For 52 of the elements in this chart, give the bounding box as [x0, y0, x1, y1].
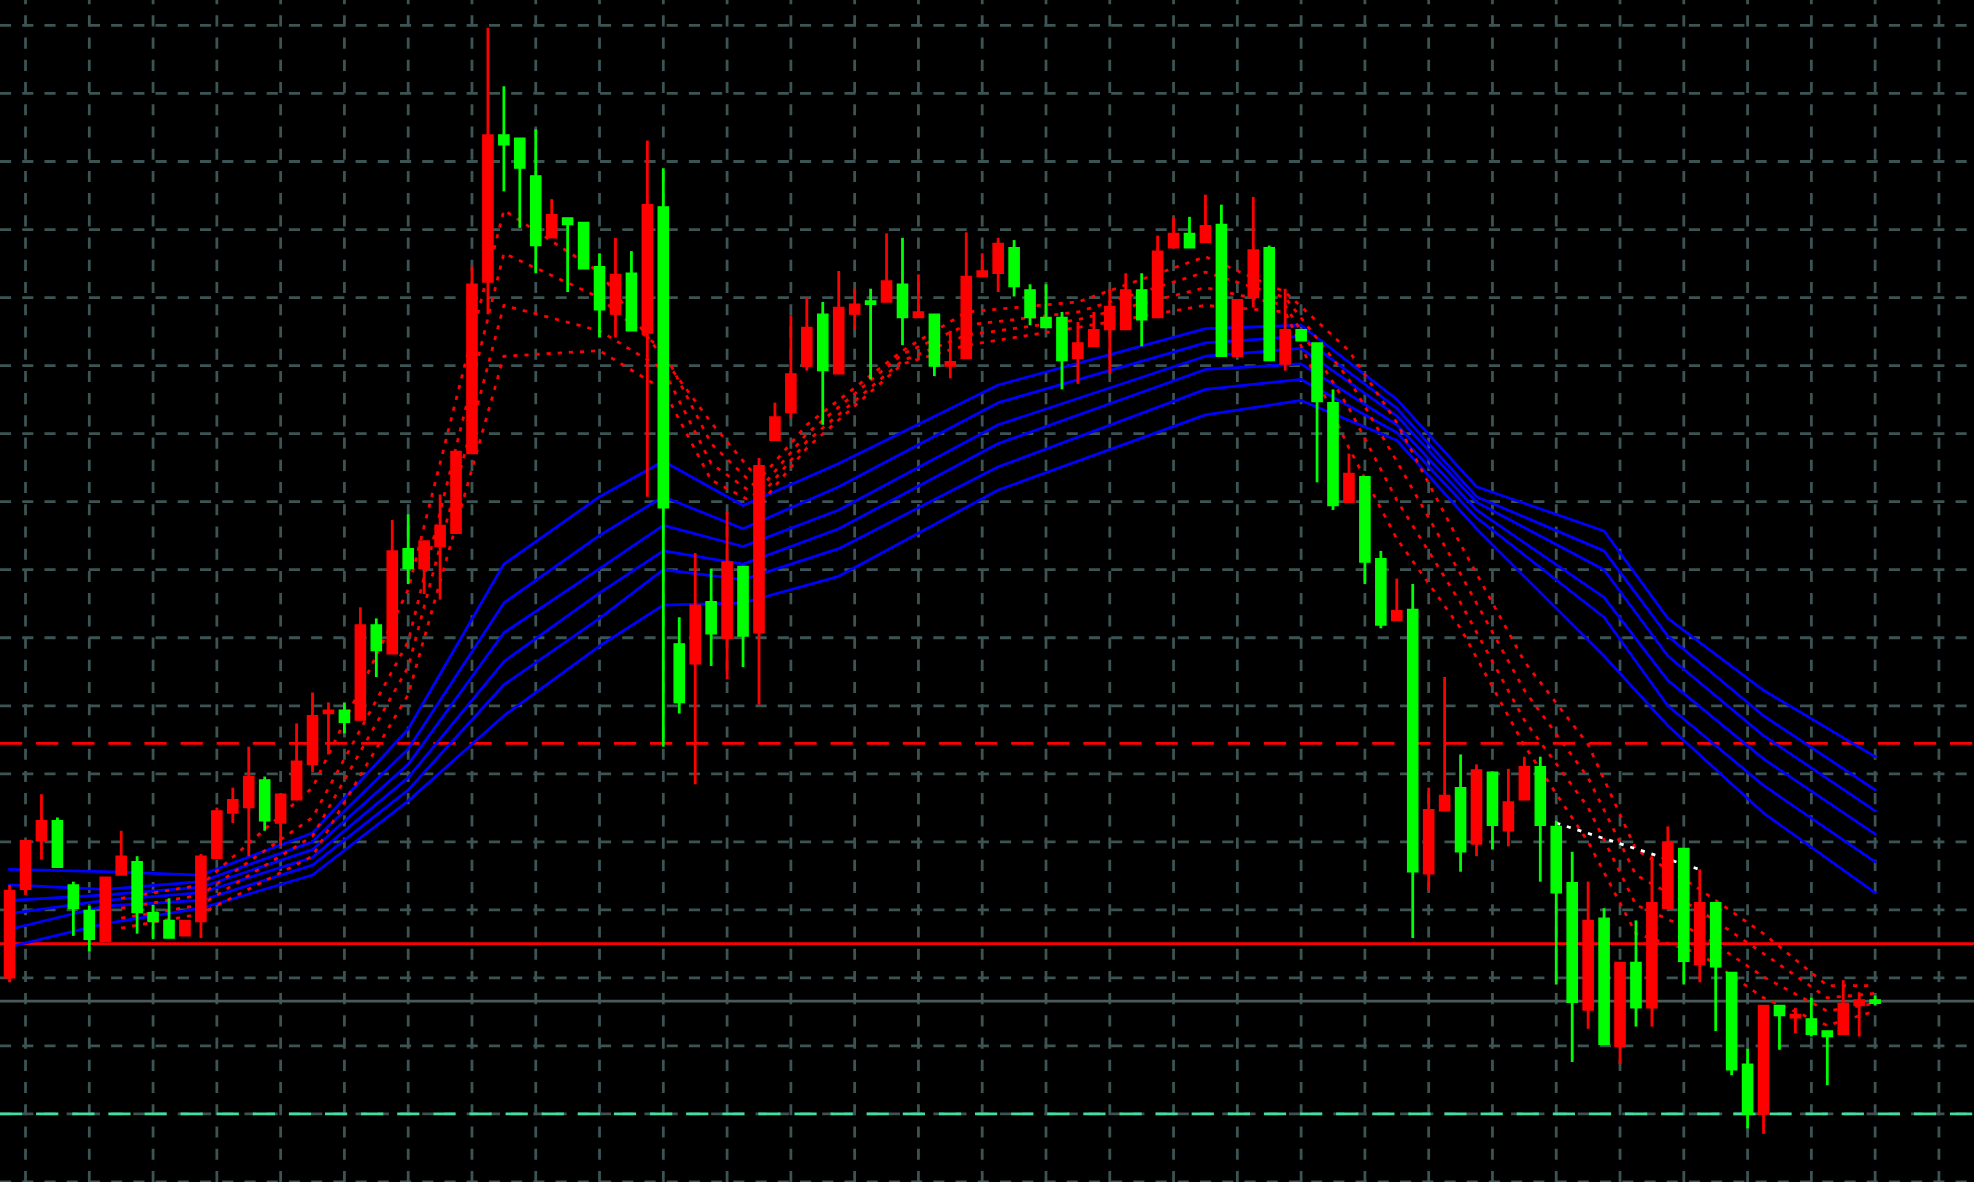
candlestick	[1518, 755, 1531, 802]
candlestick	[370, 616, 383, 679]
candlestick	[912, 272, 925, 319]
candlestick	[115, 829, 127, 877]
candlestick	[418, 539, 430, 596]
candlestick	[434, 493, 446, 601]
candlestick	[67, 880, 80, 938]
candlestick	[1502, 767, 1515, 848]
candlestick	[1024, 282, 1036, 327]
candlestick	[35, 792, 48, 861]
candlestick	[211, 806, 223, 860]
candlestick	[83, 904, 96, 953]
candlestick	[593, 251, 606, 339]
candlestick	[880, 232, 893, 304]
candlestick	[1008, 238, 1020, 298]
candlestick	[1773, 1004, 1786, 1052]
candlestick	[1343, 452, 1355, 504]
candlestick	[944, 329, 957, 380]
candlestick	[1040, 282, 1052, 329]
candlestick	[785, 313, 797, 420]
candlestick	[338, 701, 351, 735]
candlestick	[258, 775, 271, 833]
candlestick	[227, 786, 239, 825]
candlestick	[1135, 271, 1148, 348]
candlestick	[498, 84, 510, 193]
candlestick	[1056, 310, 1068, 391]
candlestick	[801, 296, 813, 372]
candlestick	[51, 816, 64, 869]
candlestick	[402, 513, 414, 586]
candlestick	[163, 896, 175, 940]
candlestick	[896, 236, 909, 347]
candlestick	[1805, 996, 1818, 1038]
candlestick	[1390, 577, 1403, 622]
candlestick	[992, 236, 1004, 294]
candlestick	[577, 221, 590, 270]
candlestick	[242, 745, 255, 858]
candlestick	[1072, 320, 1084, 386]
candlestick	[705, 567, 717, 668]
candlestick	[976, 251, 989, 278]
candlestick	[147, 903, 159, 941]
candlestick	[1183, 215, 1196, 250]
candlestick	[514, 136, 526, 230]
candlestick	[561, 216, 574, 294]
candlestick	[848, 287, 861, 332]
candlestick	[864, 287, 877, 381]
candlestick	[1821, 1029, 1834, 1087]
candlestick	[769, 401, 781, 442]
candlestick	[1088, 310, 1100, 348]
candlestick	[1199, 193, 1212, 244]
candlestick	[1630, 918, 1642, 1028]
candlestick	[274, 792, 287, 848]
candlestick	[1167, 216, 1180, 250]
